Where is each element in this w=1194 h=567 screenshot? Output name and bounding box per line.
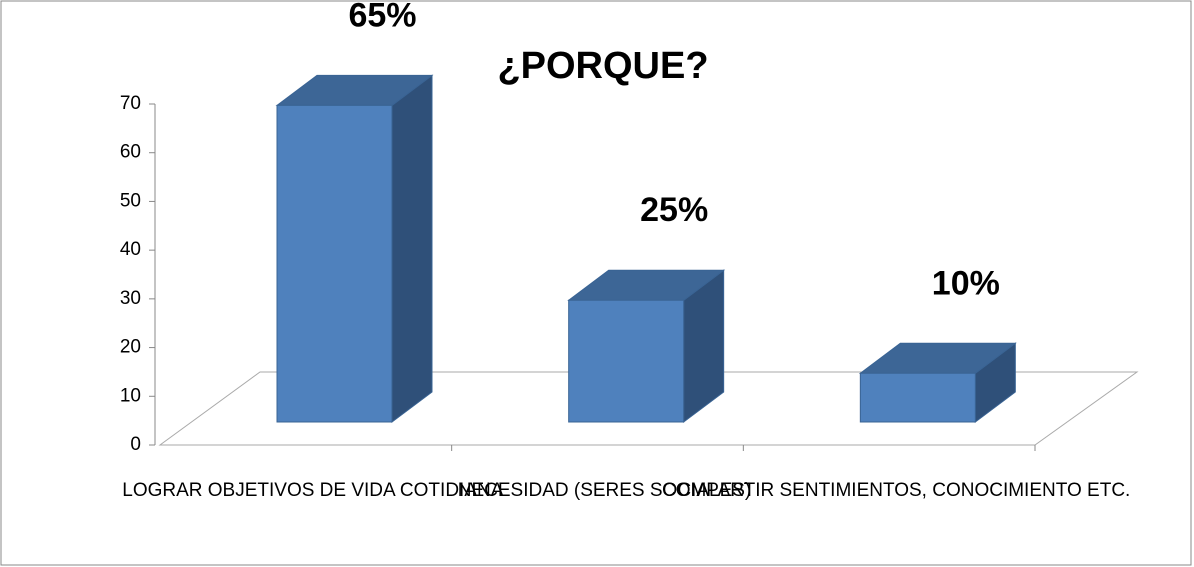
x-tick-label: COMPARTIR SENTIMIENTOS, CONOCIMIENTO ETC… [662, 480, 1130, 501]
y-tick-label: 30 [120, 288, 141, 309]
bar-side [391, 74, 433, 423]
bar-front [568, 299, 685, 423]
y-tick-label: 10 [120, 385, 141, 406]
value-label: 65% [348, 0, 416, 34]
y-tick-label: 60 [120, 142, 141, 163]
bar [858, 342, 1017, 423]
y-tick-label: 50 [120, 190, 141, 211]
bar [567, 269, 726, 423]
chart-title: ¿PORQUE? [497, 45, 708, 87]
value-label: 10% [932, 264, 1000, 302]
bar [275, 74, 434, 423]
y-tick-label: 40 [120, 239, 141, 260]
x-tick-label: NECESIDAD (SERES SOCIALES) [458, 480, 752, 501]
x-tick-label: LOGRAR OBJETIVOS DE VIDA COTIDIANA [122, 480, 503, 501]
bar-front [276, 104, 393, 423]
y-tick-label: 0 [130, 434, 141, 455]
value-label: 25% [640, 191, 708, 229]
bar-front [859, 372, 976, 423]
y-tick-label: 20 [120, 337, 141, 358]
y-tick-label: 70 [120, 93, 141, 114]
